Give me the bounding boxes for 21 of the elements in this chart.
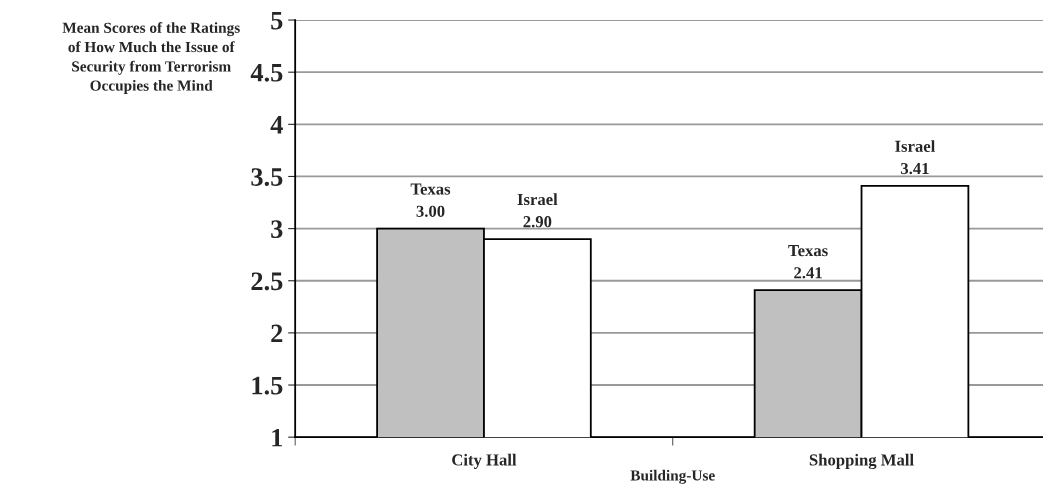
data-label: 2.41 (794, 267, 822, 279)
y-axis-title: Mean Scores of the Ratings of How Much the Issue of Security from Terrorism Occupies the Mind (62, 22, 240, 94)
y-tick-label: 2.5 (251, 272, 283, 291)
y-tick-label: 3 (271, 220, 283, 239)
x-axis-title: Building-Use (630, 469, 715, 484)
text: Israel (895, 140, 936, 152)
data-label: 2.90 (523, 216, 552, 228)
x-tick-label: Shopping Mall (809, 453, 914, 470)
y-tick-label: 4.5 (250, 63, 283, 82)
text: Texas (410, 183, 451, 195)
y-tick-label: 3.5 (251, 168, 283, 186)
y-tick-label: 5 (271, 11, 283, 30)
data-label: 3.00 (416, 205, 445, 217)
y-tick-label: 2 (271, 324, 283, 343)
data-label: 3.41 (900, 162, 929, 175)
text: Israel (517, 193, 558, 206)
text: Texas (788, 245, 828, 257)
y-tick-label: 1 (272, 428, 282, 447)
y-tick-label: 4 (270, 116, 283, 134)
x-tick-label: City Hall (452, 453, 517, 469)
y-tick-label: 1.5 (252, 376, 283, 395)
